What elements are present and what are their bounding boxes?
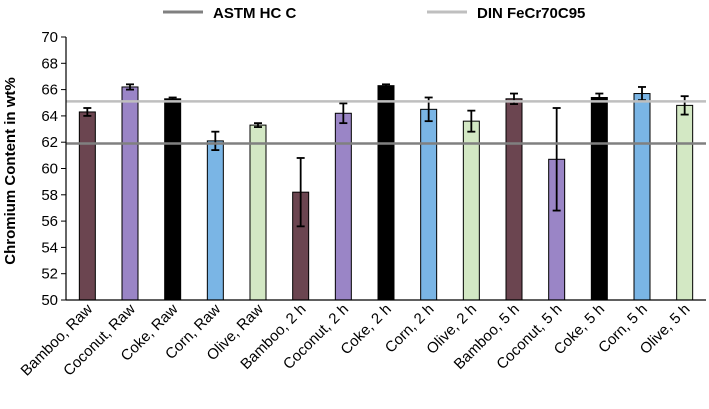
y-axis-label: Chromium Content in wt% bbox=[2, 77, 19, 265]
y-tick-label: 50 bbox=[41, 292, 58, 309]
bar bbox=[505, 98, 523, 301]
bar bbox=[590, 96, 608, 301]
bar bbox=[462, 120, 480, 301]
legend-label-astm: ASTM HC C bbox=[213, 5, 296, 22]
y-tick-label: 54 bbox=[41, 239, 58, 256]
bar bbox=[334, 112, 352, 301]
y-tick-label: 66 bbox=[41, 82, 58, 99]
bar bbox=[206, 140, 224, 301]
bar bbox=[78, 111, 96, 301]
y-tick-label: 70 bbox=[41, 29, 58, 46]
x-tick-label: Bamboo, Raw bbox=[18, 301, 97, 380]
y-tick-label: 58 bbox=[41, 187, 58, 204]
legend-label-din: DIN FeCr70C95 bbox=[477, 5, 585, 22]
y-tick-label: 68 bbox=[41, 55, 58, 72]
legend: ASTM HC C DIN FeCr70C95 bbox=[163, 5, 585, 22]
y-tick-label: 56 bbox=[41, 213, 58, 230]
bar bbox=[164, 98, 182, 301]
bar bbox=[633, 93, 651, 301]
y-tick-label: 60 bbox=[41, 161, 58, 178]
y-tick-label: 52 bbox=[41, 266, 58, 283]
bar bbox=[121, 86, 139, 301]
bar bbox=[377, 85, 395, 301]
bar bbox=[420, 108, 438, 301]
bar bbox=[676, 104, 694, 301]
y-tick-label: 64 bbox=[41, 108, 58, 125]
bar bbox=[249, 124, 267, 301]
y-tick-label: 62 bbox=[41, 134, 58, 151]
